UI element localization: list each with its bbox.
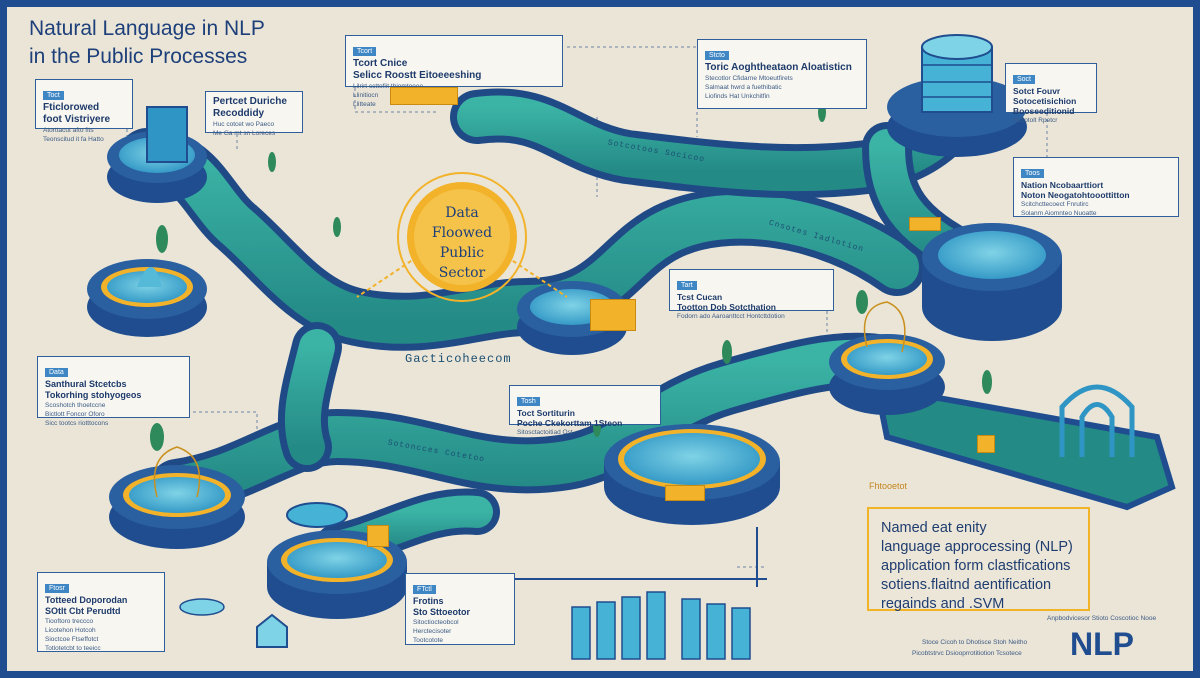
yellow-marker (977, 435, 995, 453)
card-text: Hccotolt Rpetcr (1013, 117, 1058, 124)
footer-line-2: Stoce Cicoh to Dhotisce Stoh Neitho (922, 639, 1028, 646)
card-center-lower: Tosh Toct Sortiturin Poche Ckekorttam 1S… (509, 385, 661, 436)
card-text: Huc cotcet wo Paeco Me Ga mt sn Loreces (213, 121, 276, 137)
page-title: Natural Language in NLP in the Public Pr… (29, 15, 265, 71)
card-tag: Stcto (705, 51, 729, 60)
platform-right-lower (829, 334, 945, 415)
card-tag: Tosh (517, 397, 540, 406)
card-title: Pertcet Duriche Recoddidy (213, 96, 287, 119)
card-text: Atorttacut afto fits Teonscitud it fa Ha… (43, 127, 104, 143)
card-title: Frotins Sto Sttoeotor (413, 596, 470, 617)
platform-top-left (107, 106, 207, 203)
card-text: Stecotlor Cfidarne Mtoeutfirets Salmaat … (705, 75, 793, 100)
card-tag: FTctl (413, 585, 436, 594)
card-text: Scoshotch thoetccne Bictlott Foncor Ofor… (45, 402, 109, 427)
center-line-2: Floowed (431, 225, 493, 241)
data-tower (887, 34, 1027, 157)
yellow-marker (390, 87, 458, 105)
card-recoddidy: Pertcet Duriche Recoddidy Huc cotcet wo … (205, 91, 303, 137)
card-right: Toos Nation Ncobaarttiort Noton Neogatoh… (1013, 157, 1179, 217)
card-title: Tcort Cnice Selicc Roostt Eitoeeeshing (353, 58, 482, 81)
center-line-4: Sector (438, 265, 486, 281)
card-top-left: Toct Fticlorowed foot Vistriyere Atortta… (35, 79, 133, 143)
platform-right-mid (922, 223, 1062, 341)
footer-line-1: Anpbodvicesor Stioto Coscotioc Nooe (1047, 615, 1157, 622)
card-title: Totteed Doporodan SOtlt Cbt Perudtd (45, 595, 128, 616)
footer-line-3: Picobtstrvc Dsiooprrotitiotion Tcsotece (912, 650, 1022, 657)
yellow-marker (367, 525, 389, 547)
nlp-logo: NLP (1070, 626, 1134, 662)
info-line-3: application form clastfications (881, 558, 1071, 574)
card-title: Nation Ncobaarttiort Noton Neogatohtooot… (1021, 180, 1130, 200)
central-hub (397, 172, 527, 302)
title-line-2: in the Public Processes (29, 45, 248, 68)
card-bottom-center: FTctl Frotins Sto Sttoeotor Sitoctiocteo… (405, 573, 515, 645)
info-line-4: sotiens.flaitnd aentification (881, 577, 1052, 593)
card-tag: Toct (43, 91, 64, 100)
card-text: Fodorn ado Aaroanttcct Hontcttdotion (677, 313, 785, 320)
card-tag: Soct (1013, 75, 1036, 84)
card-text: Sitoctiocteobcol Herctecisoter Tootcotot… (413, 619, 459, 644)
card-top-right: Soct Sotct Fouvr Sotocetisichion Booseed… (1005, 63, 1097, 124)
card-left-middle: Data Santhural Stcetcbs Tokorhing stohyo… (37, 356, 190, 427)
yellow-marker (665, 485, 705, 501)
info-line-1: Named eat enity (881, 520, 987, 536)
pipeline-illustration (87, 34, 1176, 660)
card-tag: Tart (677, 281, 697, 290)
card-title: Sotct Fouvr Sotocetisichion Booseedition… (1013, 86, 1077, 116)
card-text: Lilrirt ccttofiit thiomtoeee Llinitiocn … (353, 83, 423, 108)
card-title: Tcst Cucan Tootton Dob Sotcthation (677, 292, 776, 312)
info-line-5: regainds and .SVM (881, 596, 1005, 612)
platform-left (87, 259, 207, 337)
card-title: Fticlorowed foot Vistriyere (43, 102, 111, 125)
yellow-marker (909, 217, 941, 231)
card-text: Tiooftoro treccco Licotehon Hotcoh Sioct… (45, 618, 101, 652)
card-bottom-left: Ftosr Totteed Doporodan SOtlt Cbt Perudt… (37, 572, 165, 652)
card-tag: Toos (1021, 169, 1044, 178)
card-tag: Data (45, 368, 68, 377)
info-kicker: Fhtooetot (869, 481, 908, 491)
disc-icon (179, 598, 225, 616)
title-line-1: Natural Language in NLP (29, 17, 265, 40)
card-tag: Ftosr (45, 584, 69, 593)
center-line-3: Public (439, 245, 485, 261)
card-title: Toric Aoghtheataon Aloatisticn (705, 62, 852, 73)
card-title: Toct Sortiturin Poche Ckekorttam 1Steon (517, 408, 623, 428)
center-line-1: Data (445, 205, 479, 221)
card-top-center: Tcort Tcort Cnice Selicc Roostt Eitoeees… (345, 35, 563, 108)
info-line-2: language approcessing (NLP) (881, 539, 1073, 555)
center-label: Data Floowed Public Sector (407, 203, 517, 283)
arch-structure (1059, 384, 1135, 457)
yellow-marker (590, 299, 636, 331)
building-icon (256, 613, 288, 648)
card-text: Scitchcttecoect Fnrutirc Solanm Aiomnteo… (1021, 201, 1097, 217)
info-box: Named eat enity language approcessing (N… (867, 507, 1090, 612)
server-racks (571, 591, 751, 660)
card-tag: Tcort (353, 47, 377, 56)
card-title: Santhural Stcetcbs Tokorhing stohyogeos (45, 379, 142, 400)
card-text: Sitosctactoitiad Ost (517, 429, 573, 436)
platform-center-lower (604, 424, 780, 525)
gold-tree-structures (153, 301, 906, 498)
hub-arrow (356, 256, 418, 298)
card-top-right-center: Stcto Toric Aoghtheataon Aloatisticn Ste… (697, 39, 867, 109)
card-center-right: Tart Tcst Cucan Tootton Dob Sotcthation … (669, 269, 834, 320)
road-label: Gacticoheecom (405, 352, 512, 366)
platform-bottom-left (109, 465, 245, 549)
